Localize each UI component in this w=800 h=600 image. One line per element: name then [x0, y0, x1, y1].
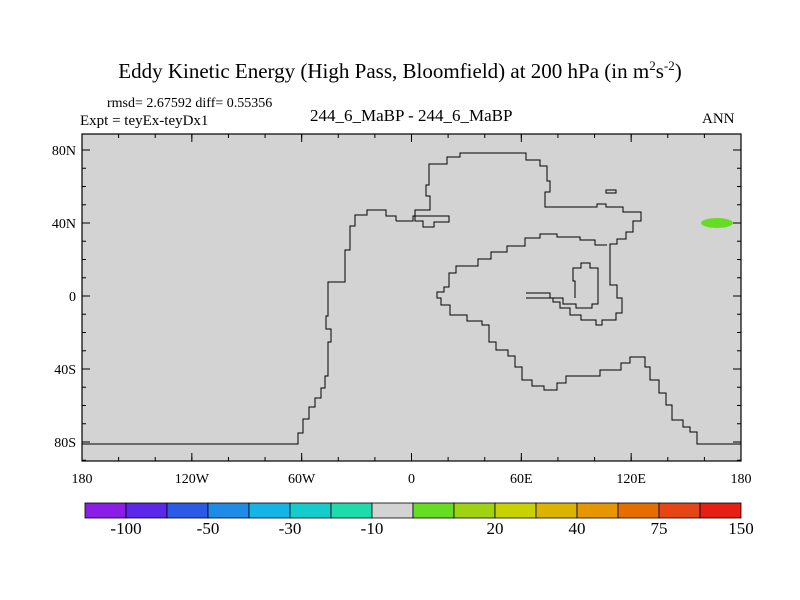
x-tick-label: 180	[731, 472, 752, 487]
colorbar-label: 150	[728, 519, 754, 538]
coastline-island	[605, 189, 617, 194]
title-close: )	[674, 59, 682, 83]
season-label: ANN	[702, 111, 735, 127]
colorbar-swatch	[166, 502, 209, 519]
colorbar-label: -100	[110, 519, 141, 538]
colorbar-label: 75	[651, 519, 668, 538]
colorbar-swatch	[412, 502, 455, 519]
colorbar-swatch	[535, 502, 578, 519]
x-tick-label: 180	[72, 472, 93, 487]
title-text: Eddy Kinetic Energy (High Pass, Bloomfie…	[118, 59, 650, 83]
y-tick-label: 0	[69, 290, 76, 305]
colorbar-labels: -100 -50 -30 -10 20 40 75 150	[110, 519, 753, 538]
y-tick-label: 40N	[52, 217, 76, 232]
x-tick-label: 120E	[616, 472, 646, 487]
colorbar-swatch	[617, 502, 660, 519]
colorbar-swatch	[576, 502, 619, 519]
axis-ticks	[81, 134, 742, 461]
colorbar-label: 40	[569, 519, 586, 538]
colorbar-label: -10	[361, 519, 384, 538]
coastline-africa	[436, 233, 741, 445]
x-tick-label: 60E	[510, 472, 533, 487]
colorbar-label: -50	[197, 519, 220, 538]
colorbar-swatch	[371, 502, 414, 519]
x-tick-label: 0	[408, 472, 415, 487]
title-superscript-2: -2	[663, 58, 675, 73]
colorbar-label: 20	[487, 519, 504, 538]
x-tick-label: 120W	[175, 472, 210, 487]
y-tick-label: 80S	[54, 436, 76, 451]
colorbar-swatch	[289, 502, 332, 519]
plot-title: Eddy Kinetic Energy (High Pass, Bloomfie…	[0, 58, 800, 84]
positive-anomaly-patch	[701, 218, 733, 228]
colorbar-swatch	[658, 502, 701, 519]
colorbar-swatch	[84, 502, 127, 519]
map-background	[82, 134, 741, 461]
colorbar-label: -30	[279, 519, 302, 538]
case-label: 244_6_MaBP - 244_6_MaBP	[310, 106, 513, 125]
colorbar-swatch	[330, 502, 373, 519]
coastline-americas	[82, 209, 397, 445]
colorbar	[84, 502, 742, 519]
experiment-label: Expt = teyEx-teyDx1	[80, 113, 209, 129]
x-tick-label: 60W	[288, 472, 316, 487]
colorbar-swatch	[494, 502, 537, 519]
axis-tick-labels: 80N 40N 0 40S 80S 180 120W 60W 0 60E 120E 180	[52, 144, 752, 487]
coastline-eurasia	[396, 152, 642, 326]
coastline-asia-inner	[526, 262, 599, 309]
colorbar-swatch	[453, 502, 496, 519]
y-tick-label: 80N	[52, 144, 76, 159]
colorbar-swatch	[207, 502, 250, 519]
stats-label: rmsd= 2.67592 diff= 0.55356	[107, 96, 273, 111]
coastlines	[82, 152, 741, 445]
y-tick-label: 40S	[54, 363, 76, 378]
title-superscript-1: 2	[649, 58, 656, 73]
colorbar-swatch	[248, 502, 291, 519]
colorbar-swatch	[699, 502, 742, 519]
colorbar-swatch	[125, 502, 168, 519]
title-unit-s: s	[655, 59, 664, 83]
